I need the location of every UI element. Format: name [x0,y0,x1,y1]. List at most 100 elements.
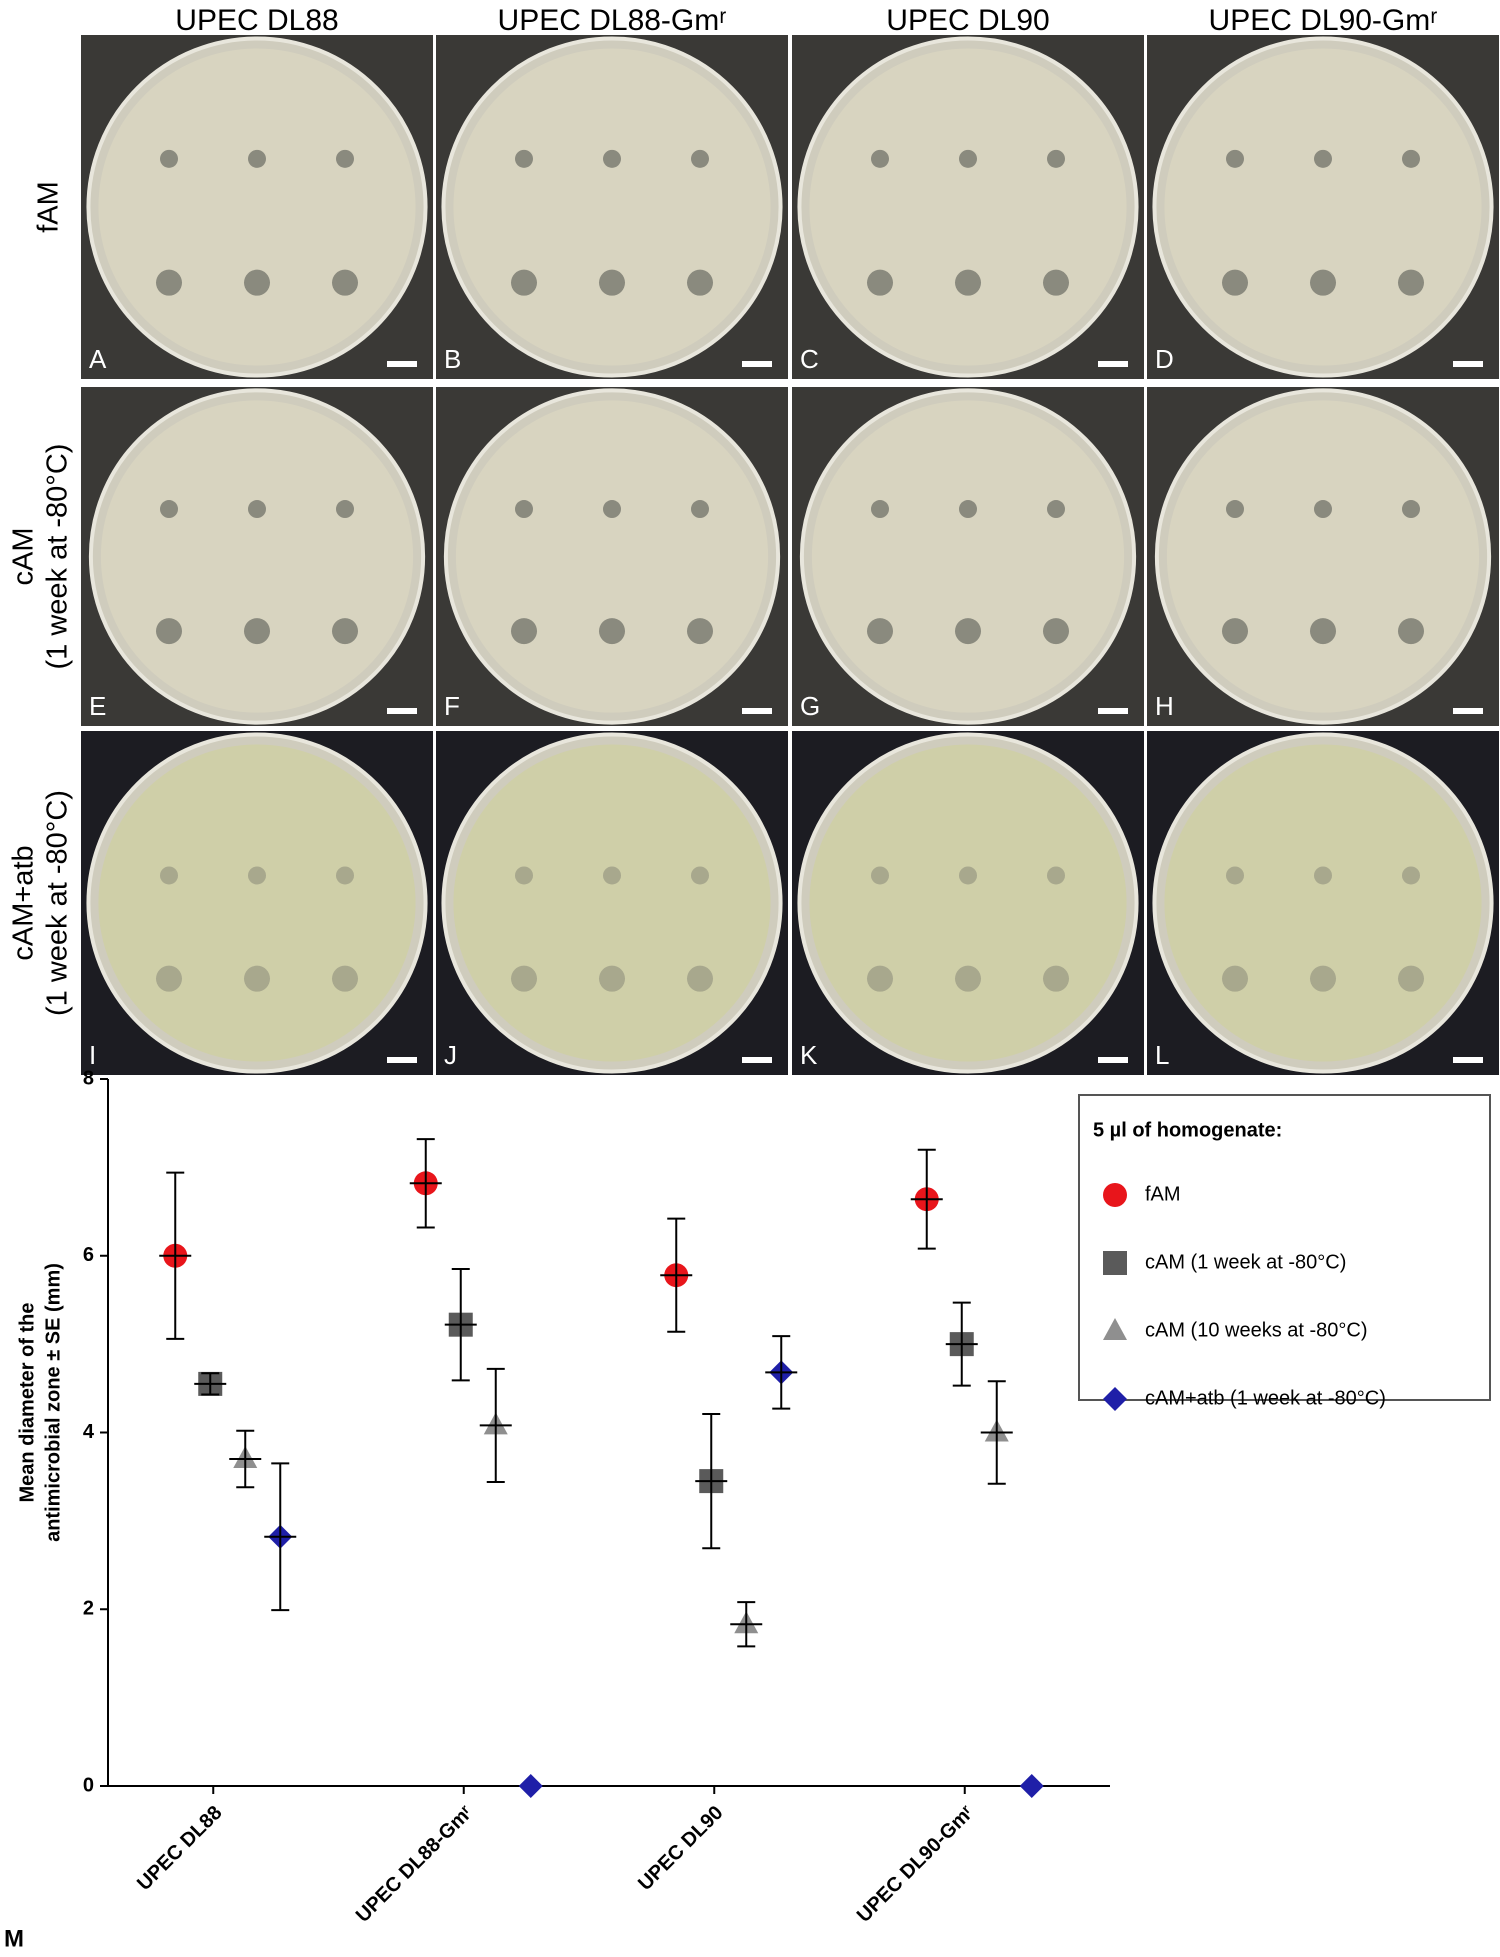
marker [1103,1318,1127,1340]
inhibition-zone [599,269,625,296]
marker [1103,1251,1127,1275]
inhibition-zone [955,269,981,296]
inhibition-zone [1402,149,1420,168]
inhibition-zone [1398,618,1424,645]
inhibition-zone [687,618,713,645]
panel-letter: D [1155,344,1174,374]
marker [1019,1774,1044,1798]
panel-letter: B [444,344,461,374]
panel-letter: J [444,1040,457,1070]
row-label: fAM [33,181,65,233]
inhibition-zone [336,500,354,519]
inhibition-zone [1314,149,1332,168]
inhibition-zone [687,965,713,992]
row-label: (1 week at -80°C) [42,790,74,1016]
inhibition-zone [1047,500,1065,519]
inhibition-zone [1226,149,1244,168]
scale-bar [387,361,417,367]
panel-letter: L [1155,1040,1169,1070]
inhibition-zone [515,149,533,168]
agar [811,400,1125,713]
inhibition-zone [1226,866,1244,885]
inhibition-zone [1402,500,1420,519]
inhibition-zone [959,500,977,519]
inhibition-zone [160,500,178,519]
inhibition-zone [691,866,709,885]
agar [453,744,771,1062]
inhibition-zone [1222,269,1248,296]
agar [809,744,1127,1062]
inhibition-zone [599,618,625,645]
column-header: UPEC DL90 [886,4,1049,37]
inhibition-zone [691,500,709,519]
inhibition-zone [332,965,358,992]
inhibition-zone [959,866,977,885]
inhibition-zone [156,965,182,992]
y-tick-label: 4 [83,1421,95,1443]
inhibition-zone [248,149,266,168]
inhibition-zone [867,269,893,296]
inhibition-zone [603,866,621,885]
inhibition-zone [515,866,533,885]
legend-label: cAM (10 weeks at -80°C) [1145,1319,1368,1341]
inhibition-zone [160,149,178,168]
inhibition-zone [603,500,621,519]
inhibition-zone [244,965,270,992]
inhibition-zone [511,965,537,992]
marker [518,1774,543,1798]
y-axis-label: antimicrobial zone ± SE (mm) [42,1263,64,1542]
inhibition-zone [515,500,533,519]
y-tick-label: 6 [83,1244,94,1266]
x-tick-label: UPEC DL90-Gmʳ [853,1802,978,1927]
scale-bar [1098,708,1128,714]
scale-bar [387,708,417,714]
y-tick-label: 8 [83,1067,94,1089]
legend-label: cAM+atb (1 week at -80°C) [1145,1387,1386,1409]
inhibition-zone [599,965,625,992]
inhibition-zone [1043,965,1069,992]
inhibition-zone [1402,866,1420,885]
inhibition-zone [1310,965,1336,992]
agar [809,48,1127,366]
scale-bar [742,1057,772,1063]
inhibition-zone [871,149,889,168]
panel-letter: K [800,1040,818,1070]
marker [1103,1183,1127,1207]
column-header: UPEC DL88-Gmʳ [498,4,727,37]
inhibition-zone [1047,149,1065,168]
inhibition-zone [1398,965,1424,992]
x-tick-label: UPEC DL88 [133,1802,226,1895]
row-label: cAM [8,528,40,586]
inhibition-zone [955,618,981,645]
panel-letter: C [800,344,819,374]
scale-bar [1098,361,1128,367]
y-tick-label: 0 [83,1774,94,1796]
inhibition-zone [1043,269,1069,296]
inhibition-zone [156,269,182,296]
column-header: UPEC DL90-Gmʳ [1209,4,1438,37]
x-tick-label: UPEC DL88-Gmʳ [352,1802,477,1927]
column-header: UPEC DL88 [175,4,338,37]
scale-bar [1453,1057,1483,1063]
scale-bar [742,708,772,714]
inhibition-zone [1222,965,1248,992]
inhibition-zone [336,149,354,168]
inhibition-zone [332,269,358,296]
inhibition-zone [867,965,893,992]
inhibition-zone [959,149,977,168]
inhibition-zone [1310,618,1336,645]
inhibition-zone [687,269,713,296]
inhibition-zone [691,149,709,168]
agar [1166,400,1480,713]
agar [98,744,416,1062]
inhibition-zone [248,866,266,885]
inhibition-zone [336,866,354,885]
scale-bar [1453,361,1483,367]
inhibition-zone [1047,866,1065,885]
inhibition-zone [603,149,621,168]
inhibition-zone [1314,866,1332,885]
inhibition-zone [1398,269,1424,296]
agar [100,400,414,713]
